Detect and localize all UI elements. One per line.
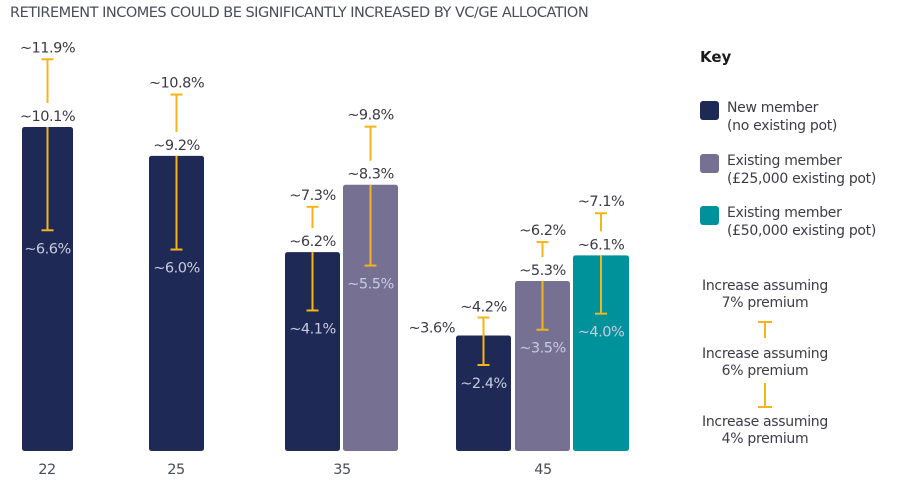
value-label-6pct: ~6.2% xyxy=(289,234,336,250)
legend-item-existing-25k: Existing member (£25,000 existing pot) xyxy=(700,152,900,196)
increase-6pct-label: Increase assuming 6% premium xyxy=(702,346,828,379)
bar-35-series-0 xyxy=(285,252,340,451)
value-label-4pct: ~2.4% xyxy=(460,376,507,392)
increase-7pct-label: Increase assuming 7% premium xyxy=(702,278,828,311)
value-label-4pct: ~3.5% xyxy=(519,341,566,357)
value-label-6pct: ~5.3% xyxy=(519,263,566,279)
error-bar-cap-icon xyxy=(758,406,772,408)
value-label-4pct: ~5.5% xyxy=(347,277,394,293)
value-label-7pct: ~11.9% xyxy=(20,40,75,56)
value-label-7pct: ~9.8% xyxy=(347,108,394,124)
x-tick-label-35: 35 xyxy=(333,462,350,478)
error-bar-icon xyxy=(764,321,766,338)
x-tick-label-22: 22 xyxy=(38,462,55,478)
legend-sublabel: (no existing pot) xyxy=(727,118,838,134)
value-label-4pct: ~6.0% xyxy=(153,261,200,277)
value-label-7pct: ~4.2% xyxy=(460,300,507,316)
value-label-7pct: ~7.3% xyxy=(289,188,336,204)
bar-22-series-0 xyxy=(22,127,73,451)
value-label-6pct: ~6.1% xyxy=(578,237,625,253)
value-label-7pct: ~7.1% xyxy=(578,194,625,210)
bar-chart: ~6.6% ~10.1% ~11.9% 22 ~6.0% ~9.2% ~10.8% 25 ~4.… xyxy=(20,40,629,478)
legend-sublabel: (£50,000 existing pot) xyxy=(727,223,877,239)
x-tick-label-45: 45 xyxy=(534,462,551,478)
value-label-6pct: ~10.1% xyxy=(20,109,75,125)
legend-label: Existing member xyxy=(727,205,842,221)
value-label-7pct: ~6.2% xyxy=(519,223,566,239)
value-label-6pct: ~9.2% xyxy=(153,138,200,154)
value-label-6pct: ~3.6% xyxy=(409,321,456,337)
value-label-4pct: ~6.6% xyxy=(24,241,71,257)
increase-4pct-label: Increase assuming 4% premium xyxy=(702,414,828,447)
value-label-7pct: ~10.8% xyxy=(149,76,204,92)
legend-swatch-new-member xyxy=(700,101,719,120)
legend-item-existing-50k: Existing member (£50,000 existing pot) xyxy=(700,204,900,248)
bar-35-series-1 xyxy=(343,184,398,452)
legend-sublabel: (£25,000 existing pot) xyxy=(727,171,877,187)
legend-label: New member xyxy=(727,100,819,116)
value-label-4pct: ~4.1% xyxy=(289,321,336,337)
error-bar-icon xyxy=(764,383,766,407)
value-label-6pct: ~8.3% xyxy=(347,167,394,183)
bar-25-series-0 xyxy=(149,155,204,452)
bar-45-series-0 xyxy=(456,335,511,451)
legend-swatch-existing-50k xyxy=(700,206,719,225)
value-label-4pct: ~4.0% xyxy=(578,325,625,341)
legend-label: Existing member xyxy=(727,153,842,169)
legend-item-new-member: New member (no existing pot) xyxy=(700,99,900,143)
key-title: Key xyxy=(700,48,732,66)
bar-45-series-1 xyxy=(515,280,570,451)
chart-title: RETIREMENT INCOMES COULD BE SIGNIFICANTL… xyxy=(10,5,589,21)
x-tick-label-25: 25 xyxy=(167,462,184,478)
legend-swatch-existing-25k xyxy=(700,154,719,173)
bar-45-series-2 xyxy=(573,255,629,451)
